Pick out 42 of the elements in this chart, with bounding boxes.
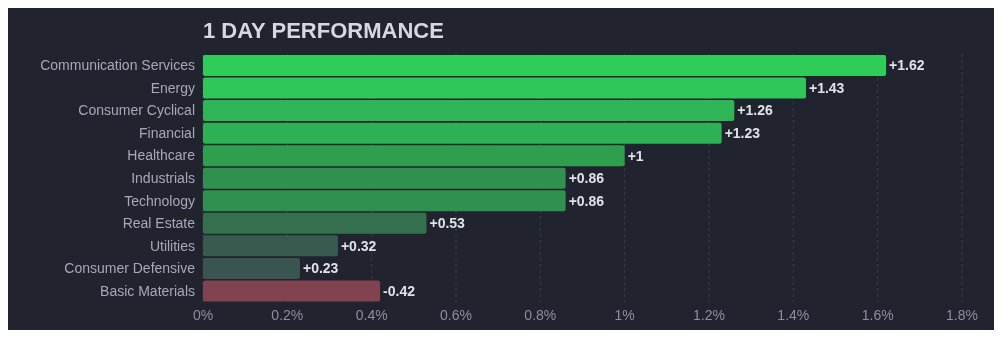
x-tick-label: 1.4% — [777, 306, 810, 323]
y-tick-label: Healthcare — [127, 147, 196, 164]
y-tick-label: Basic Materials — [100, 282, 195, 299]
data-label: +1.43 — [808, 79, 845, 96]
data-label: +1.26 — [737, 102, 773, 119]
x-tick-label: 1% — [614, 306, 635, 323]
data-label: +0.53 — [429, 215, 466, 232]
y-tick-label: Utilities — [149, 237, 195, 254]
x-tick-label: 0.8% — [524, 306, 557, 323]
x-tick-label: 0.4% — [355, 306, 388, 323]
chart-title: 1 DAY PERFORMANCE — [202, 17, 445, 45]
data-label: +0.32 — [340, 237, 377, 254]
bar — [203, 145, 625, 167]
data-label: +1.23 — [724, 125, 761, 142]
bar — [203, 122, 722, 144]
y-tick-label: Consumer Defensive — [64, 260, 196, 277]
y-tick-label: Energy — [150, 79, 195, 96]
data-label: +1 — [627, 147, 644, 164]
x-tick-label: 0% — [192, 306, 214, 323]
bar — [203, 55, 887, 76]
bar — [203, 280, 381, 302]
bar — [203, 77, 806, 99]
y-tick-label: Communication Services — [40, 57, 195, 74]
y-tick-label: Financial — [138, 124, 195, 141]
y-tick-label: Consumer Cyclical — [78, 102, 195, 119]
data-label: -0.42 — [383, 282, 416, 299]
bar — [203, 257, 300, 279]
bar — [203, 100, 735, 122]
x-tick-label: 1.8% — [946, 306, 978, 323]
bar — [203, 212, 427, 234]
data-label: +0.86 — [568, 192, 605, 209]
data-label: +0.86 — [568, 170, 605, 187]
y-tick-label: Real Estate — [122, 215, 196, 232]
bar — [203, 235, 338, 257]
x-tick-label: 0.6% — [440, 306, 472, 323]
x-tick-label: 0.2% — [271, 306, 304, 323]
data-label: +0.23 — [302, 260, 339, 277]
x-tick-label: 1.6% — [861, 306, 894, 323]
x-tick-label: 1.2% — [693, 306, 725, 323]
data-label: +1.62 — [889, 57, 925, 74]
y-tick-label: Industrials — [131, 169, 195, 186]
y-tick-label: Technology — [124, 192, 195, 209]
